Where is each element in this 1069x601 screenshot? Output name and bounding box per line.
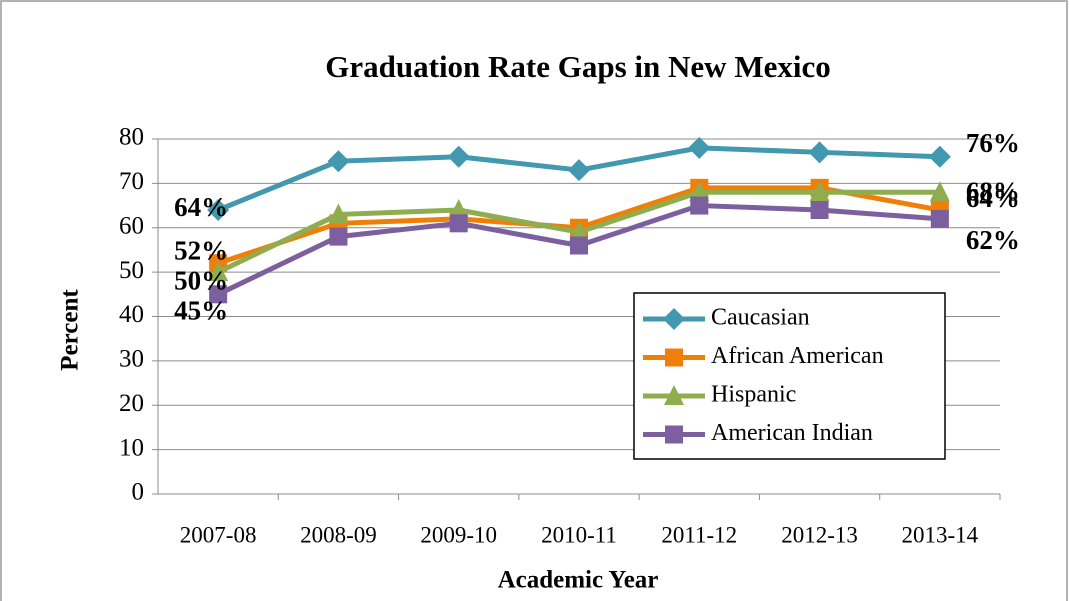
data-point — [689, 181, 710, 202]
data-point — [448, 199, 469, 219]
y-tick-label: 30 — [119, 346, 144, 373]
data-label: 52% — [174, 235, 228, 265]
data-point — [449, 214, 468, 233]
data-label: 45% — [174, 296, 228, 326]
legend-label: Caucasian — [711, 305, 810, 331]
y-tick-label: 50 — [119, 257, 144, 284]
legend-marker — [665, 425, 683, 444]
y-axis-label: Percent — [57, 289, 84, 371]
series — [207, 136, 951, 221]
data-point — [208, 261, 229, 282]
x-tick-label: 2008-09 — [300, 522, 377, 547]
series — [209, 196, 949, 304]
data-point — [930, 209, 949, 228]
data-point — [447, 145, 470, 168]
data-point — [209, 285, 228, 304]
legend-marker — [663, 308, 685, 330]
x-tick-label: 2007-08 — [180, 522, 257, 547]
legend-label: American Indian — [711, 420, 873, 446]
data-point — [327, 150, 350, 173]
legend-marker — [664, 385, 684, 405]
x-tick-label: 2012-13 — [781, 522, 858, 547]
data-label: 50% — [174, 265, 228, 295]
data-point — [329, 227, 348, 246]
data-point — [809, 181, 830, 202]
data-point — [929, 181, 950, 202]
y-tick-label: 60 — [119, 212, 144, 239]
x-tick-label: 2010-11 — [541, 522, 617, 547]
data-label: 62% — [966, 225, 1020, 255]
data-point — [569, 221, 589, 242]
y-tick-label: 20 — [119, 390, 144, 417]
data-label: 64% — [966, 183, 1020, 213]
x-tick-label: 2011-12 — [661, 522, 737, 547]
data-point — [568, 159, 590, 182]
x-tick-label: 2013-14 — [902, 522, 979, 547]
legend: Caucasian African American Hispanic America… — [633, 292, 946, 460]
y-tick-label: 70 — [119, 168, 144, 195]
data-label: 64% — [174, 192, 228, 222]
data-label: 76% — [966, 128, 1020, 158]
data-point — [690, 196, 709, 215]
legend-label: African American — [711, 343, 884, 369]
data-point — [810, 201, 829, 219]
y-tick-label: 10 — [119, 434, 144, 461]
legend-label: Hispanic — [711, 382, 796, 408]
data-point — [688, 136, 711, 159]
x-axis-label: Academic Year — [498, 567, 659, 594]
data-point — [928, 145, 951, 168]
chart-title: Graduation Rate Gaps in New Mexico — [325, 49, 830, 84]
data-point — [570, 236, 588, 255]
x-tick-label: 2009-10 — [420, 522, 497, 547]
y-tick-label: 40 — [119, 301, 144, 328]
data-point — [328, 203, 349, 224]
legend-marker — [665, 348, 683, 367]
y-tick-label: 80 — [119, 124, 144, 151]
data-point — [207, 199, 230, 221]
series — [208, 181, 950, 282]
y-tick-label: 0 — [132, 479, 145, 506]
data-label: 68% — [966, 176, 1020, 206]
data-point — [808, 141, 831, 164]
